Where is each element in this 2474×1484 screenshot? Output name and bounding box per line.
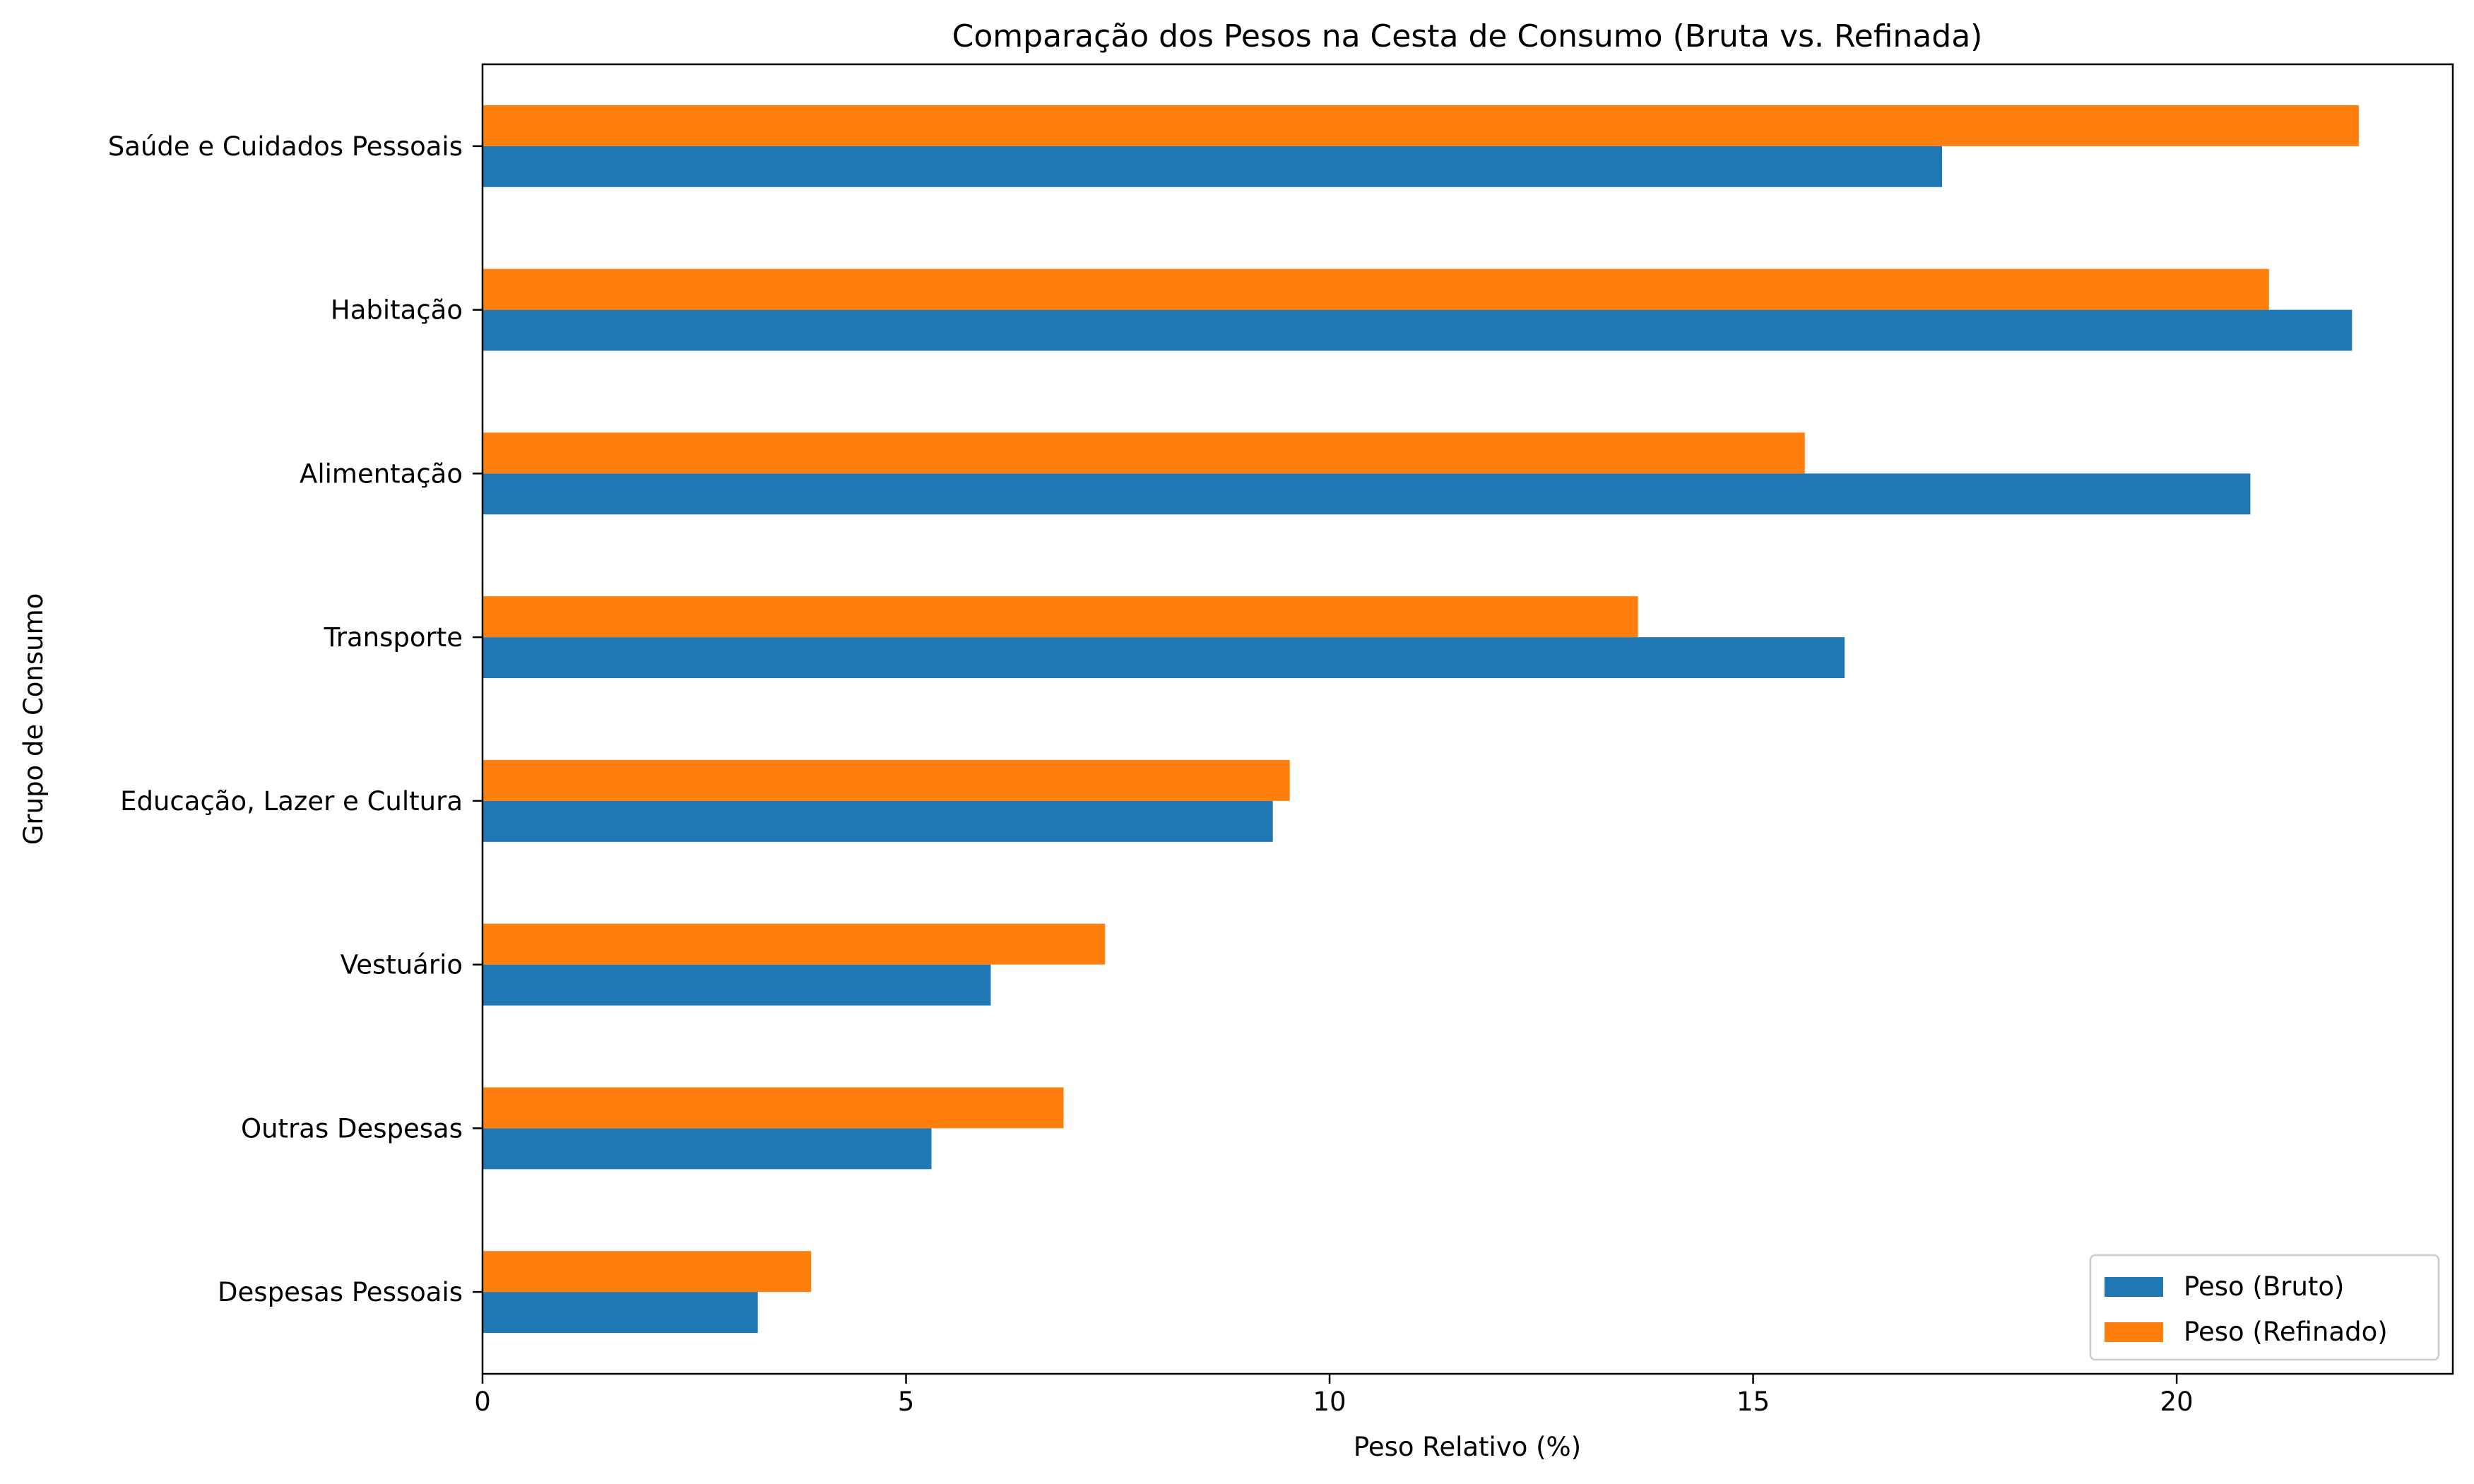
y-tick-label-outras-despesas: Outras Despesas	[241, 1113, 463, 1144]
x-tick-label: 10	[1313, 1387, 1347, 1417]
x-axis: 0 5 10 15 20	[474, 1374, 2194, 1417]
bar-peso-refinado-vestuario	[483, 923, 1106, 965]
y-tick-label-alimentacao: Alimentação	[300, 458, 463, 489]
y-tick-label-saude-e-cuidados-pessoais: Saúde e Cuidados Pessoais	[108, 131, 463, 162]
x-tick-label: 20	[2160, 1387, 2194, 1417]
legend-label-peso-refinado: Peso (Refinado)	[2184, 1317, 2388, 1347]
x-tick-label: 15	[1736, 1387, 1770, 1417]
bar-peso-bruto-despesas-pessoais	[483, 1292, 758, 1334]
y-tick-label-educacao-lazer-e-cultura: Educação, Lazer e Cultura	[120, 786, 463, 817]
bar-peso-refinado-transporte	[483, 596, 1638, 638]
bar-peso-bruto-alimentacao	[483, 473, 2251, 515]
bar-peso-refinado-alimentacao	[483, 432, 1805, 474]
bar-peso-bruto-educacao-lazer-e-cultura	[483, 800, 1273, 842]
y-tick-label-despesas-pessoais: Despesas Pessoais	[218, 1277, 463, 1307]
bars-layer	[483, 105, 2359, 1334]
legend-swatch-peso-bruto	[2105, 1277, 2163, 1297]
bar-peso-refinado-despesas-pessoais	[483, 1251, 812, 1293]
bar-peso-bruto-saude-e-cuidados-pessoais	[483, 146, 1942, 187]
bar-peso-refinado-educacao-lazer-e-cultura	[483, 759, 1290, 801]
bar-peso-bruto-vestuario	[483, 964, 991, 1006]
y-tick-label-transporte: Transporte	[324, 622, 463, 653]
plot-frame	[481, 63, 2454, 1375]
y-axis-label: Grupo de Consumo	[18, 593, 49, 845]
legend-box	[2089, 1254, 2440, 1361]
bar-peso-refinado-saude-e-cuidados-pessoais	[483, 105, 2359, 146]
legend-label-peso-bruto: Peso (Bruto)	[2184, 1271, 2345, 1302]
legend-swatch-peso-refinado	[2105, 1322, 2163, 1342]
x-tick-label: 0	[474, 1387, 491, 1417]
bar-peso-refinado-outras-despesas	[483, 1087, 1064, 1129]
bar-peso-bruto-outras-despesas	[483, 1128, 932, 1170]
bar-peso-refinado-habitacao	[483, 268, 2269, 310]
bar-peso-bruto-habitacao	[483, 309, 2352, 351]
legend: Peso (Bruto) Peso (Refinado)	[2089, 1254, 2440, 1361]
bar-peso-bruto-transporte	[483, 637, 1845, 679]
x-tick-label: 5	[898, 1387, 915, 1417]
y-tick-label-habitacao: Habitação	[331, 295, 463, 326]
y-tick-label-vestuario: Vestuário	[341, 950, 463, 980]
x-axis-label: Peso Relativo (%)	[1354, 1432, 1581, 1462]
y-axis: Despesas Pessoais Outras Despesas Vestuári…	[108, 131, 483, 1307]
chart-title: Comparação dos Pesos na Cesta de Consumo…	[952, 18, 1983, 54]
